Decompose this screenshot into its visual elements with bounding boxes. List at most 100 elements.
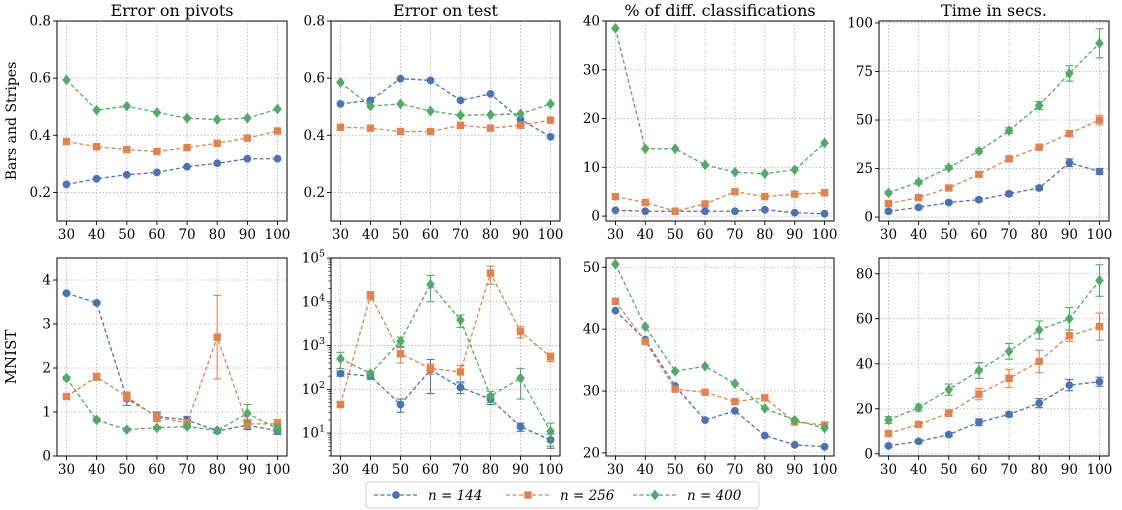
y-tick-label: 0.8 <box>30 14 51 30</box>
data-point <box>820 422 829 434</box>
x-tick-label: 30 <box>880 227 897 243</box>
y-tick-label: 0 <box>864 446 873 462</box>
data-point <box>670 365 680 377</box>
series-line <box>888 326 1100 435</box>
x-tick-label: 40 <box>88 227 105 243</box>
y-tick-label: 102 <box>302 380 325 398</box>
y-tick-label: 80 <box>856 266 873 282</box>
data-point <box>546 353 555 361</box>
series-2 <box>611 297 829 429</box>
data-point <box>183 143 191 152</box>
series-1 <box>336 74 555 141</box>
x-tick-label: 50 <box>667 462 684 478</box>
x-tick-label: 70 <box>452 462 469 478</box>
data-point <box>640 143 650 155</box>
data-point <box>152 422 162 434</box>
y-tick-label: 0 <box>42 449 51 465</box>
series-line <box>614 310 825 448</box>
data-point <box>486 124 495 132</box>
data-point <box>62 180 71 189</box>
data-point <box>611 206 620 215</box>
data-point <box>1095 116 1104 124</box>
data-point <box>1065 381 1074 390</box>
data-point <box>945 184 953 192</box>
legend-entry: n = 256 <box>506 488 615 504</box>
data-point <box>1005 410 1013 419</box>
x-tick-label: 80 <box>1031 227 1048 243</box>
data-point <box>516 108 525 120</box>
data-point <box>884 429 893 438</box>
data-point <box>944 198 953 207</box>
data-point <box>1004 345 1014 357</box>
data-point <box>944 384 954 396</box>
column-title: Time in secs. <box>941 1 1047 20</box>
data-point <box>516 372 525 384</box>
y-tick-label-base: 10 <box>302 426 319 442</box>
data-point <box>731 397 739 406</box>
data-point <box>1065 129 1074 138</box>
legend-marker <box>392 491 400 499</box>
y-tick-label: 0.6 <box>30 71 51 87</box>
data-point <box>611 22 620 34</box>
axes-frame <box>56 257 288 457</box>
x-tick-label: 80 <box>482 227 499 243</box>
data-point <box>914 193 923 202</box>
data-point <box>92 298 101 307</box>
panel-1-4: 30 40 50 60 70 80 90 100 0 25 50 75 100 Time in secs. <box>847 1 1112 243</box>
series-3 <box>611 22 829 180</box>
y-tick-label: 25 <box>856 161 873 177</box>
data-point <box>914 437 923 446</box>
data-point <box>153 413 161 421</box>
data-point <box>516 422 525 431</box>
data-point <box>641 207 650 216</box>
data-point <box>426 364 435 373</box>
y-tick-label: 40 <box>856 356 873 372</box>
y-tick-label: 104 <box>302 292 325 310</box>
y-tick-label-exponent: 3 <box>319 336 325 347</box>
data-point <box>760 431 769 440</box>
y-tick-label: 75 <box>856 64 873 80</box>
data-point <box>641 337 649 346</box>
data-point <box>366 368 375 379</box>
panel-2-3: 30 40 50 60 70 80 90 100 20 30 40 50 <box>583 257 837 478</box>
data-point <box>731 207 739 216</box>
x-tick-label: 90 <box>239 227 256 243</box>
x-tick-label: 100 <box>265 227 291 243</box>
data-point <box>213 333 221 341</box>
data-point <box>701 200 709 208</box>
data-point <box>944 430 953 439</box>
data-point <box>820 189 829 197</box>
data-point <box>366 124 375 132</box>
series-line <box>66 79 278 121</box>
data-point <box>396 335 405 347</box>
data-point <box>366 291 375 300</box>
y-tick-label: 20 <box>856 401 873 417</box>
series-1 <box>884 376 1104 450</box>
data-point <box>1065 68 1074 79</box>
panel-2-4: 30 40 50 60 70 80 90 100 0 20 40 60 80 <box>856 257 1112 478</box>
series-3 <box>336 77 555 121</box>
data-point <box>1035 399 1044 408</box>
y-tick-label-base: 10 <box>302 338 319 354</box>
data-point <box>243 407 252 419</box>
series-line <box>340 78 551 138</box>
y-tick-label-exponent: 1 <box>319 424 325 435</box>
series-line <box>614 28 826 175</box>
axes-frame <box>878 20 1110 222</box>
data-point <box>790 414 800 426</box>
y-tick-label-base: 10 <box>302 251 319 267</box>
y-tick-label: 50 <box>856 113 873 129</box>
data-point <box>456 109 465 121</box>
y-tick-label: 40 <box>583 322 600 338</box>
data-point <box>546 425 555 437</box>
x-tick-label: 30 <box>332 462 349 478</box>
data-point <box>213 159 222 168</box>
x-tick-label: 60 <box>422 462 439 478</box>
data-point <box>426 105 435 117</box>
series-2 <box>884 312 1104 438</box>
y-tick-label-exponent: 5 <box>319 249 325 260</box>
legend-label: n = 144 <box>428 488 482 504</box>
legend-marker <box>524 491 532 499</box>
data-point <box>760 402 770 414</box>
